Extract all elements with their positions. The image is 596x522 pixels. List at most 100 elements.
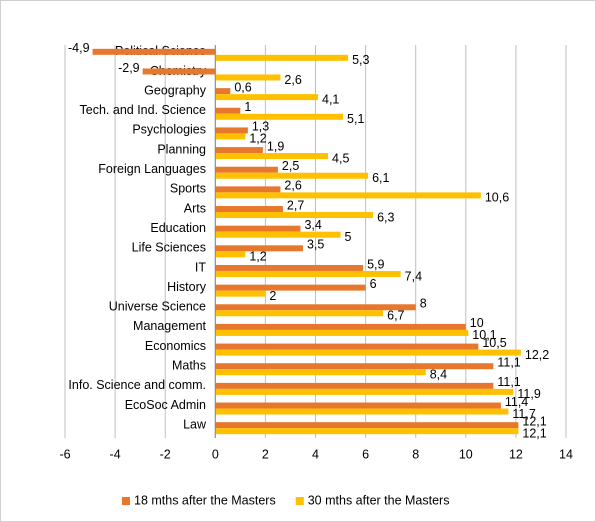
x-tick-label: -2 — [160, 447, 171, 461]
y-tick-label: Economics — [145, 339, 206, 353]
value-label: 8,4 — [430, 368, 447, 382]
value-label: 5,1 — [347, 112, 364, 126]
value-label: 6,3 — [377, 210, 394, 224]
value-label: 6,7 — [387, 309, 404, 323]
x-tick-label: 6 — [362, 447, 369, 461]
legend-label: 18 mths after the Masters — [134, 493, 276, 507]
bar — [215, 166, 278, 173]
value-label: 10,1 — [472, 328, 496, 342]
y-tick-label: Info. Science and comm. — [68, 378, 206, 392]
value-label: 7,4 — [405, 269, 422, 283]
value-label: -2,9 — [118, 61, 140, 75]
y-tick-label: Management — [133, 319, 206, 333]
y-tick-label: Foreign Languages — [98, 162, 206, 176]
bar — [215, 388, 514, 395]
bar — [215, 343, 479, 350]
value-label: 12,1 — [522, 426, 546, 440]
x-tick-label: -6 — [59, 447, 70, 461]
value-label: 11,1 — [497, 375, 520, 389]
y-tick-label: Law — [183, 417, 207, 431]
bar — [215, 192, 481, 199]
bar — [92, 48, 216, 55]
value-label: 1 — [244, 100, 251, 114]
y-tick-label: Universe Science — [109, 300, 206, 314]
value-label: 11,1 — [497, 356, 520, 370]
x-tick-label: 4 — [312, 447, 319, 461]
legend-swatch — [122, 497, 130, 505]
y-tick-label: Life Sciences — [132, 241, 206, 255]
bar — [215, 304, 416, 311]
value-label: 12,1 — [522, 414, 546, 428]
bar — [215, 54, 349, 61]
value-label: 11,9 — [517, 387, 540, 401]
bar — [215, 206, 283, 213]
y-tick-label: Geography — [144, 83, 207, 97]
bar — [215, 369, 426, 376]
value-label: 0,6 — [234, 80, 251, 94]
value-label: 1,2 — [249, 132, 266, 146]
bar — [215, 349, 521, 356]
bar — [215, 363, 494, 370]
y-tick-label: Sports — [170, 182, 206, 196]
y-tick-label: EcoSoc Admin — [125, 398, 206, 412]
bar — [215, 408, 509, 415]
bar — [215, 133, 246, 140]
value-label: 2,7 — [287, 198, 304, 212]
value-label: 5,3 — [352, 53, 369, 67]
bar — [215, 88, 231, 95]
y-tick-label: Maths — [172, 359, 206, 373]
bar — [215, 428, 519, 435]
legend-label: 30 mths after the Masters — [308, 493, 450, 507]
y-tick-label: Education — [150, 221, 206, 235]
value-label: 10 — [470, 316, 484, 330]
y-tick-label: IT — [195, 260, 206, 274]
y-tick-label: History — [167, 280, 207, 294]
bar — [215, 127, 248, 134]
bar — [215, 382, 494, 389]
value-label: 2,6 — [284, 179, 301, 193]
y-tick-label: Arts — [184, 201, 206, 215]
bar — [215, 323, 466, 330]
value-label: 5 — [345, 230, 352, 244]
bar — [215, 329, 469, 336]
x-tick-label: 0 — [212, 447, 219, 461]
bar — [142, 68, 216, 75]
legend-swatch — [295, 497, 304, 505]
x-tick-label: 8 — [412, 447, 419, 461]
x-tick-label: -4 — [110, 447, 121, 461]
bar — [215, 422, 519, 429]
bar — [215, 153, 329, 160]
value-label: 1,9 — [267, 139, 284, 153]
x-tick-label: 10 — [459, 447, 473, 461]
bar — [215, 186, 281, 193]
bar — [215, 251, 246, 258]
bar — [215, 172, 369, 179]
y-tick-label: Tech. and Ind. Science — [80, 103, 207, 117]
bar — [215, 284, 366, 291]
value-label: 11,7 — [512, 407, 535, 421]
bar — [215, 231, 341, 238]
value-label: 6 — [370, 277, 377, 291]
x-tick-label: 2 — [262, 447, 269, 461]
value-label: 12,2 — [525, 348, 549, 362]
value-label: 4,1 — [322, 92, 339, 106]
x-tick-label: 12 — [509, 447, 523, 461]
bar — [215, 94, 319, 101]
value-label: 2,6 — [284, 73, 301, 87]
y-tick-label: Psychologies — [132, 123, 206, 137]
bar — [215, 245, 303, 252]
value-label: 6,1 — [372, 171, 389, 185]
bar — [215, 147, 263, 154]
value-label: 5,9 — [367, 257, 384, 271]
bar — [215, 270, 401, 277]
value-label: 2 — [269, 289, 276, 303]
value-label: 1,3 — [252, 120, 269, 134]
bar — [215, 264, 364, 271]
value-label: 3,5 — [307, 238, 324, 252]
y-tick-label: Planning — [157, 142, 206, 156]
bar — [215, 290, 266, 297]
value-label: 2,5 — [282, 159, 299, 173]
value-label: 8 — [420, 297, 427, 311]
